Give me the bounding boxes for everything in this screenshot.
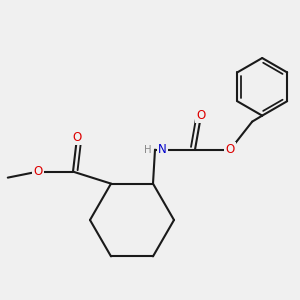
Text: O: O	[72, 131, 82, 144]
Text: O: O	[33, 165, 42, 178]
Text: O: O	[196, 109, 206, 122]
Text: N: N	[158, 143, 167, 156]
Text: H: H	[144, 145, 152, 154]
Text: O: O	[226, 143, 235, 156]
